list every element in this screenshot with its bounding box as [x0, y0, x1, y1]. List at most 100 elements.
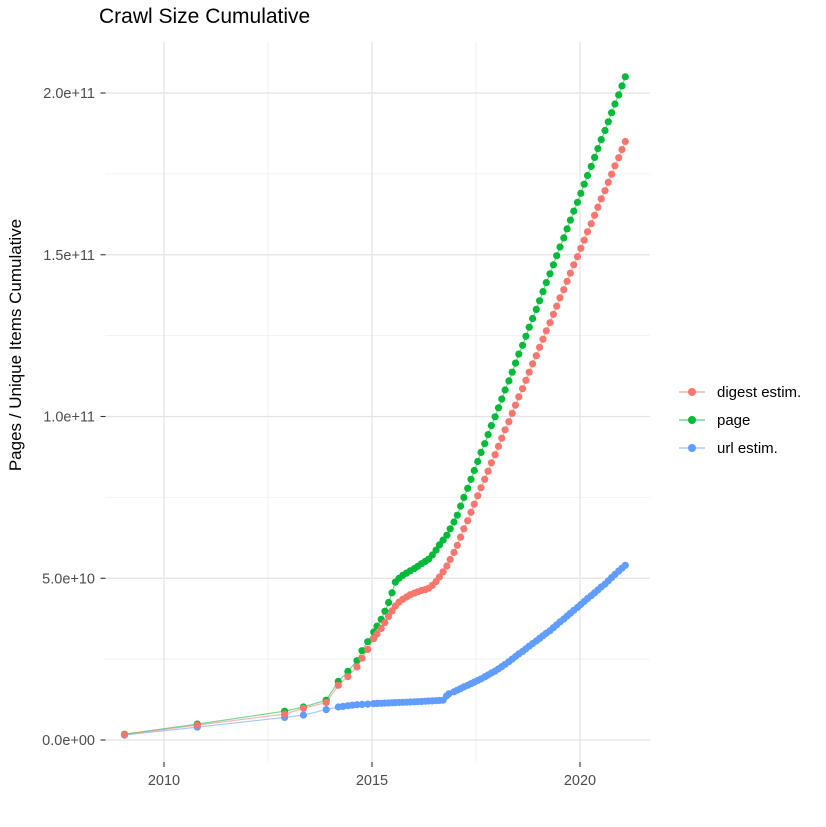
data-point — [446, 555, 454, 564]
data-point — [358, 654, 366, 662]
data-point — [563, 277, 571, 285]
data-point — [457, 533, 465, 541]
data-point — [591, 153, 599, 161]
data-point — [583, 228, 592, 236]
data-point — [491, 451, 499, 459]
y-tick-label: 1.0e+11 — [43, 410, 95, 426]
data-point — [120, 730, 129, 739]
data-point — [435, 573, 443, 581]
data-point — [487, 422, 495, 430]
data-point — [364, 700, 372, 708]
data-point — [505, 418, 513, 426]
data-point — [439, 568, 447, 576]
data-point — [566, 269, 575, 277]
y-tick-label: 0.0e+00 — [42, 733, 95, 749]
data-point — [358, 700, 366, 709]
data-point — [515, 393, 523, 401]
data-point — [481, 475, 489, 483]
data-point — [511, 401, 520, 409]
data-point — [560, 234, 568, 242]
data-point — [549, 310, 558, 318]
data-point — [608, 109, 616, 117]
data-point — [611, 100, 619, 108]
data-point — [474, 457, 482, 466]
x-tick-label: 2015 — [356, 773, 388, 789]
data-point — [621, 137, 629, 146]
legend-item: url estim. — [679, 436, 801, 460]
x-tick-label: 2020 — [564, 773, 596, 789]
data-point — [577, 244, 585, 252]
data-point — [536, 297, 544, 305]
data-point — [474, 492, 482, 500]
data-point — [450, 518, 458, 526]
data-point — [604, 118, 612, 126]
data-point — [580, 236, 588, 244]
data-point — [464, 517, 472, 525]
data-point — [508, 409, 516, 417]
data-point — [358, 647, 366, 655]
chart-title: Crawl Size Cumulative — [99, 5, 311, 28]
data-point — [381, 607, 389, 615]
data-point — [450, 548, 458, 557]
data-point — [460, 493, 468, 501]
data-point — [381, 619, 389, 627]
data-point — [453, 541, 461, 549]
data-point — [522, 332, 530, 340]
data-point — [618, 82, 626, 90]
data-point — [505, 377, 513, 385]
data-point — [594, 145, 602, 153]
data-point — [563, 225, 571, 233]
data-point — [494, 442, 503, 450]
data-point — [546, 319, 554, 327]
data-point — [494, 404, 503, 412]
data-point — [553, 252, 561, 260]
data-point — [353, 663, 361, 671]
data-point — [532, 352, 540, 360]
data-point — [587, 220, 595, 228]
data-point — [539, 288, 547, 296]
legend-item-label: page — [717, 411, 751, 429]
data-point — [591, 211, 599, 219]
data-point — [477, 448, 485, 456]
data-point — [611, 162, 619, 170]
data-point — [529, 360, 537, 368]
data-point — [484, 467, 492, 475]
data-point — [443, 531, 451, 539]
data-point — [281, 710, 289, 718]
data-point — [601, 187, 609, 195]
data-point — [577, 189, 585, 197]
data-point — [587, 162, 595, 170]
y-tick-label: 1.5e+11 — [43, 248, 95, 264]
data-point — [443, 562, 451, 570]
legend-key-icon — [679, 416, 705, 424]
data-point — [570, 261, 578, 269]
x-tick-label: 2010 — [148, 773, 180, 789]
data-point — [299, 704, 307, 712]
series-line — [124, 141, 626, 736]
data-point — [344, 667, 352, 676]
data-point — [464, 484, 472, 492]
data-point — [193, 721, 201, 729]
y-axis-title: Pages / Unique Items Cumulative — [6, 218, 25, 472]
data-point — [522, 376, 530, 384]
y-tick-label: 5.0e+10 — [42, 571, 95, 587]
data-point — [385, 598, 393, 607]
legend-item: digest estim. — [679, 380, 801, 404]
data-point — [532, 305, 540, 313]
data-point — [498, 434, 506, 442]
data-point — [388, 589, 396, 597]
data-point — [560, 286, 568, 294]
data-point — [453, 511, 461, 519]
legend-item-label: digest estim. — [717, 383, 802, 401]
data-point — [322, 698, 330, 707]
data-point — [501, 426, 509, 434]
data-point — [570, 207, 578, 215]
legend-key-icon — [679, 388, 705, 396]
data-point — [508, 368, 516, 376]
data-point — [597, 136, 605, 144]
data-point — [525, 368, 533, 376]
data-point — [322, 706, 330, 714]
data-point — [542, 327, 550, 335]
legend-key-icon — [679, 444, 705, 452]
